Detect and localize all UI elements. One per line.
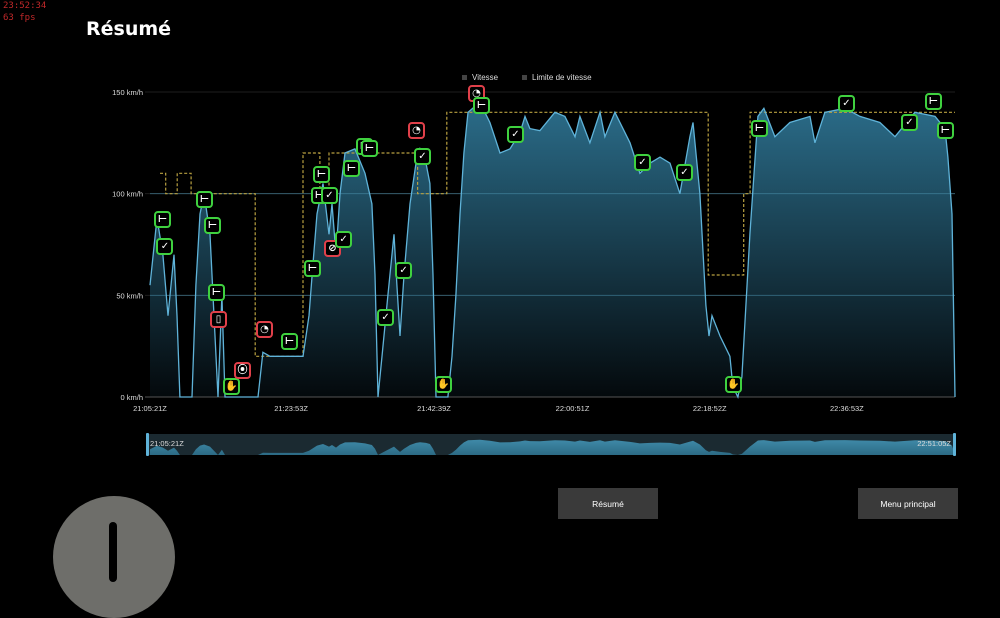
legend-label: Limite de vitesse <box>532 73 592 82</box>
event-marker[interactable]: ✓ <box>413 148 431 166</box>
navigator-start-label: 21:05:21Z <box>150 439 184 448</box>
event-marker[interactable]: ⊢ <box>195 190 213 208</box>
event-marker[interactable]: ✓ <box>633 154 651 172</box>
event-marker[interactable]: ◔ <box>407 121 425 139</box>
debug-clock: 23:52:34 <box>3 1 47 11</box>
legend-swatch <box>522 75 527 80</box>
exclamation-circle-icon[interactable] <box>53 496 175 618</box>
y-tick-label: 150 km/h <box>112 88 143 97</box>
y-tick-label: 50 km/h <box>116 291 143 300</box>
navigator-left-handle[interactable] <box>146 433 149 456</box>
legend-item-speed[interactable]: Vitesse <box>462 73 498 82</box>
stop-hand-icon: ✋ <box>437 378 450 390</box>
event-marker[interactable]: ⊢ <box>312 166 330 184</box>
event-marker[interactable]: ⊢ <box>303 259 321 277</box>
event-marker[interactable]: ✋ <box>222 377 240 395</box>
y-tick-label: 0 km/h <box>120 393 143 402</box>
safe-driving-icon: ✓ <box>842 98 851 110</box>
horn-icon: ⊢ <box>284 336 295 348</box>
traffic-light-icon: ⦿ <box>237 364 248 376</box>
horn-icon: ⊢ <box>307 262 317 274</box>
horn-icon: ⊢ <box>928 96 938 108</box>
event-marker[interactable]: ⊢ <box>936 121 954 139</box>
event-marker[interactable]: ✓ <box>395 261 413 279</box>
event-marker[interactable]: ⊢ <box>360 139 378 157</box>
speedometer-icon: ◔ <box>472 88 481 100</box>
summary-button[interactable]: Résumé <box>558 488 658 519</box>
horn-icon: ⊢ <box>199 193 209 205</box>
speedometer-icon: ◔ <box>412 124 421 136</box>
y-tick-label: 100 km/h <box>112 190 143 199</box>
event-marker[interactable]: ✓ <box>675 164 693 182</box>
safe-driving-icon: ✓ <box>325 189 334 201</box>
phone-icon: ▯ <box>215 313 222 325</box>
x-tick-label: 21:05:21Z <box>133 404 167 413</box>
safe-driving-icon: ✓ <box>680 167 689 179</box>
safe-driving-icon: ✓ <box>638 157 647 169</box>
navigator-right-handle[interactable] <box>953 433 956 456</box>
event-marker[interactable]: ⦿ <box>234 361 251 379</box>
horn-icon: ⊢ <box>754 122 765 134</box>
safe-driving-icon: ✓ <box>339 234 348 246</box>
x-tick-label: 22:18:52Z <box>693 404 727 413</box>
event-marker[interactable]: ✋ <box>435 375 452 393</box>
safe-driving-icon: ✓ <box>160 240 170 252</box>
x-tick-label: 22:00:51Z <box>556 404 590 413</box>
stop-hand-icon: ✋ <box>727 378 740 390</box>
event-marker[interactable]: ▯ <box>210 310 228 328</box>
x-tick-label: 21:23:53Z <box>274 404 308 413</box>
event-marker[interactable]: ✓ <box>838 95 855 113</box>
horn-icon: ⊢ <box>211 287 222 299</box>
horn-icon: ⊢ <box>157 214 167 226</box>
speedometer-icon: ◔ <box>260 323 269 335</box>
horn-icon: ⊢ <box>314 189 324 201</box>
event-marker[interactable]: ✓ <box>156 237 174 255</box>
event-marker[interactable]: ⊢ <box>472 97 490 115</box>
navigator-area <box>150 439 955 455</box>
speed-area <box>150 102 955 397</box>
time-navigator[interactable]: 21:05:21Z 22:51:05Z <box>146 433 956 456</box>
event-marker[interactable]: ⊢ <box>343 160 360 178</box>
event-marker[interactable]: ⊢ <box>924 93 942 111</box>
event-marker[interactable]: ✓ <box>320 186 338 204</box>
safe-driving-icon: ✓ <box>399 264 408 276</box>
no-horn-icon: ⊘ <box>328 242 337 254</box>
legend-swatch <box>462 75 467 80</box>
event-marker[interactable]: ⊢ <box>750 119 768 137</box>
navigator-end-label: 22:51:05Z <box>917 439 951 448</box>
legend-label: Vitesse <box>472 73 499 82</box>
event-marker[interactable]: ✓ <box>335 231 353 249</box>
event-marker[interactable]: ⊢ <box>153 211 171 229</box>
exclamation-bar <box>109 522 117 582</box>
horn-icon: ⊢ <box>346 163 357 175</box>
safe-driving-icon: ✓ <box>418 151 427 163</box>
safe-driving-icon: ✓ <box>511 128 520 140</box>
stop-hand-icon: ✋ <box>225 380 238 392</box>
horn-icon: ⊢ <box>940 124 950 136</box>
event-marker[interactable]: ✓ <box>506 125 524 143</box>
x-tick-label: 22:36:53Z <box>830 404 864 413</box>
x-tick-label: 21:42:39Z <box>417 404 451 413</box>
main-menu-button[interactable]: Menu principal <box>858 488 958 519</box>
event-marker[interactable]: ✓ <box>900 113 918 131</box>
horn-icon: ⊢ <box>364 142 374 154</box>
page-title: Résumé <box>86 18 172 40</box>
safe-driving-icon: ✓ <box>381 311 390 323</box>
horn-icon: ⊢ <box>207 220 217 232</box>
horn-icon: ⊢ <box>476 100 486 112</box>
event-marker[interactable]: ✋ <box>724 375 742 393</box>
event-marker[interactable]: ◔ <box>255 320 273 338</box>
safe-driving-icon: ✓ <box>905 116 914 128</box>
horn-icon: ⊢ <box>316 169 326 181</box>
speed-line <box>149 101 956 400</box>
event-marker[interactable]: ⊢ <box>207 284 225 302</box>
event-marker[interactable]: ⊢ <box>203 217 221 235</box>
event-marker[interactable]: ✓ <box>377 308 395 326</box>
legend-item-speed-limit[interactable]: Limite de vitesse <box>522 73 592 82</box>
event-marker[interactable]: ⊢ <box>280 333 298 351</box>
debug-fps: 63 fps <box>3 13 36 23</box>
